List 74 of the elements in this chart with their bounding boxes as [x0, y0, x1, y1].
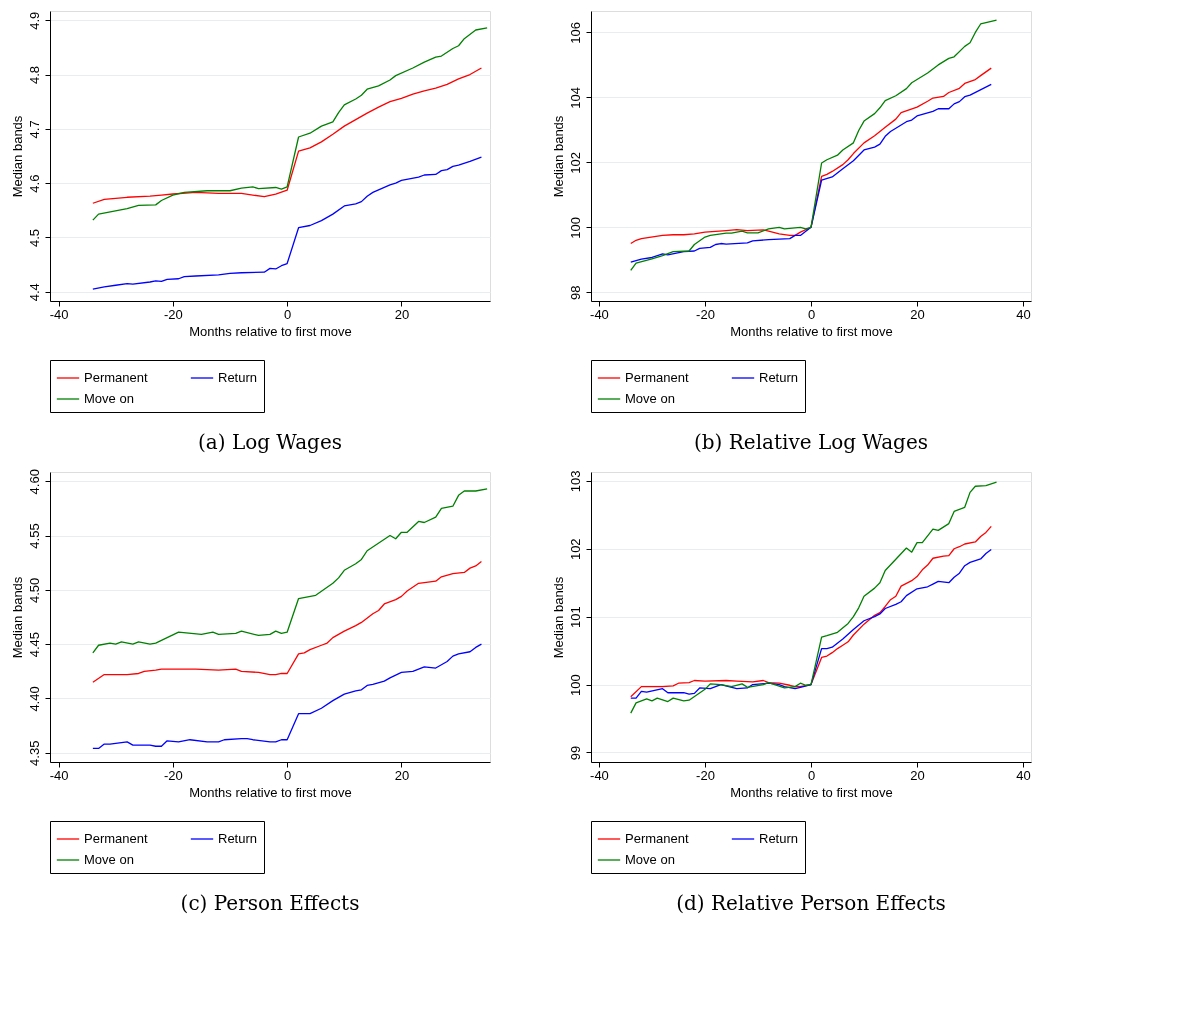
y-tick-label: 4.4	[26, 283, 42, 302]
y-tick-label: 102	[567, 151, 583, 174]
x-tick-label: 0	[284, 306, 292, 322]
y-tick-label: 102	[567, 538, 583, 561]
y-axis-title: Median bands	[550, 576, 566, 659]
x-tick-label: 20	[910, 306, 925, 322]
legend-label: Move on	[625, 391, 675, 406]
y-tick-label: 4.9	[26, 11, 42, 30]
x-tick-label: 0	[807, 306, 816, 322]
y-tick-label: 4.40	[26, 686, 42, 712]
text: (a) Log Wages	[197, 429, 343, 454]
y-tick-label: 99	[567, 745, 583, 761]
legend-label: Permanent	[84, 370, 148, 385]
y-tick-label: 4.60	[26, 469, 42, 495]
x-tick-label: -20	[163, 306, 183, 322]
x-axis-title: Months relative to first move	[189, 784, 352, 800]
x-tick-label: 20	[394, 767, 410, 783]
legend-label: Permanent	[84, 831, 148, 846]
y-tick-label: 4.55	[26, 523, 42, 549]
y-axis-title: Median bands	[9, 115, 25, 198]
text: (c) Person Effects	[180, 890, 360, 915]
x-axis-title: Months relative to first move	[730, 323, 893, 339]
y-tick-label: 4.5	[26, 228, 42, 247]
x-tick-label: -40	[49, 306, 69, 322]
text: (d) Relative Person Effects	[676, 890, 946, 915]
y-tick-label: 106	[567, 22, 583, 44]
legend-label: Move on	[84, 391, 134, 406]
x-axis-title: Months relative to first move	[189, 323, 352, 339]
line-series	[92, 67, 483, 204]
line-series	[92, 643, 483, 750]
legend-label: Move on	[625, 852, 675, 867]
line-series	[630, 481, 998, 714]
x-tick-label: 20	[394, 306, 410, 322]
y-tick-label: 98	[567, 285, 583, 300]
line-series	[92, 488, 488, 654]
line-series	[92, 156, 483, 290]
legend-label: Permanent	[625, 831, 689, 846]
x-tick-label: -40	[590, 306, 609, 322]
legend-label: Return	[759, 370, 799, 385]
y-tick-label: 4.35	[26, 740, 42, 766]
legend-label: Return	[218, 370, 258, 385]
y-axis-title: Median bands	[550, 115, 566, 198]
x-tick-label: 0	[284, 767, 292, 783]
x-tick-label: -20	[163, 767, 183, 783]
x-tick-label: -20	[696, 306, 715, 322]
x-tick-label: -40	[49, 767, 69, 783]
y-tick-label: 100	[567, 216, 583, 239]
y-tick-label: 4.7	[26, 120, 42, 139]
y-tick-label: 4.8	[26, 66, 42, 85]
y-tick-label: 4.50	[26, 577, 42, 603]
x-tick-label: -20	[696, 767, 715, 783]
y-axis-title: Median bands	[9, 576, 25, 659]
y-tick-label: 104	[567, 87, 583, 109]
text: (b) Relative Log Wages	[693, 429, 929, 454]
y-tick-label: 100	[567, 674, 583, 696]
line-series	[630, 19, 998, 272]
line-series	[630, 67, 992, 245]
y-tick-label: 103	[567, 470, 583, 493]
x-tick-label: 20	[910, 767, 925, 783]
legend-label: Return	[759, 831, 799, 846]
y-tick-label: 4.6	[26, 174, 42, 193]
y-tick-label: 4.45	[26, 632, 42, 658]
legend-label: Move on	[84, 852, 134, 867]
legend-label: Permanent	[625, 370, 689, 385]
line-series	[630, 83, 992, 263]
legend-label: Return	[218, 831, 258, 846]
x-axis-title: Months relative to first move	[730, 784, 893, 800]
y-tick-label: 101	[567, 606, 583, 629]
x-tick-label: 40	[1016, 306, 1031, 322]
line-series	[92, 27, 488, 221]
x-tick-label: -40	[590, 767, 609, 783]
x-tick-label: 40	[1016, 767, 1031, 783]
x-tick-label: 0	[807, 767, 816, 783]
line-series	[92, 560, 483, 683]
